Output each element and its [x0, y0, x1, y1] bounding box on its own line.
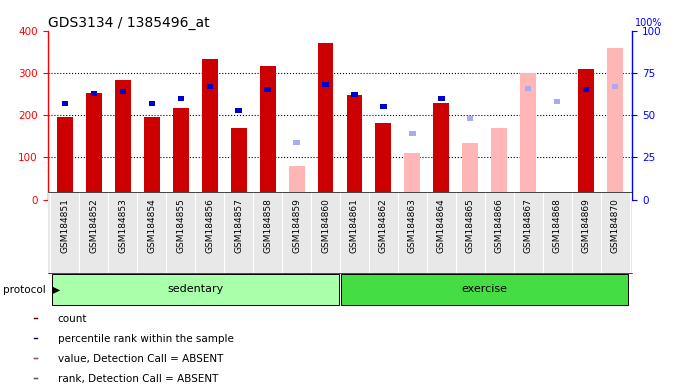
- Bar: [177, 96, 184, 101]
- Bar: [525, 86, 531, 91]
- Bar: [265, 87, 271, 93]
- Bar: [405, 153, 420, 200]
- Bar: [612, 84, 618, 89]
- Bar: [86, 93, 102, 200]
- Bar: [57, 117, 73, 200]
- Text: GSM184861: GSM184861: [350, 199, 359, 253]
- Bar: [115, 80, 131, 200]
- Bar: [433, 103, 449, 200]
- Bar: [347, 95, 362, 200]
- Bar: [231, 128, 247, 200]
- Bar: [202, 60, 218, 200]
- Text: GSM184859: GSM184859: [292, 199, 301, 253]
- Bar: [293, 140, 300, 145]
- Bar: [380, 104, 387, 109]
- Bar: [409, 131, 415, 136]
- Text: value, Detection Call = ABSENT: value, Detection Call = ABSENT: [58, 354, 223, 364]
- Bar: [438, 96, 445, 101]
- Bar: [144, 117, 160, 200]
- Bar: [375, 123, 392, 200]
- Text: exercise: exercise: [462, 284, 508, 294]
- Text: GSM184870: GSM184870: [611, 199, 619, 253]
- Text: GSM184860: GSM184860: [321, 199, 330, 253]
- Bar: [318, 43, 333, 200]
- Text: GSM184856: GSM184856: [205, 199, 214, 253]
- Bar: [62, 101, 68, 106]
- Bar: [491, 128, 507, 200]
- Bar: [34, 318, 39, 319]
- Bar: [235, 108, 242, 113]
- Bar: [352, 93, 358, 98]
- Bar: [520, 73, 536, 200]
- Text: GSM184864: GSM184864: [437, 199, 446, 253]
- Text: GSM184867: GSM184867: [524, 199, 532, 253]
- Bar: [467, 116, 473, 121]
- Text: GSM184863: GSM184863: [408, 199, 417, 253]
- Text: GDS3134 / 1385496_at: GDS3134 / 1385496_at: [48, 16, 209, 30]
- Bar: [462, 143, 478, 200]
- Bar: [578, 69, 594, 200]
- Text: GSM184851: GSM184851: [61, 199, 69, 253]
- Bar: [260, 66, 275, 200]
- Text: GSM184855: GSM184855: [176, 199, 185, 253]
- FancyBboxPatch shape: [52, 274, 339, 306]
- Text: GSM184852: GSM184852: [90, 199, 99, 253]
- Text: percentile rank within the sample: percentile rank within the sample: [58, 334, 234, 344]
- Text: sedentary: sedentary: [167, 284, 223, 294]
- Bar: [322, 82, 328, 87]
- Bar: [34, 338, 39, 339]
- Bar: [173, 108, 189, 200]
- Text: GSM184868: GSM184868: [553, 199, 562, 253]
- Text: rank, Detection Call = ABSENT: rank, Detection Call = ABSENT: [58, 374, 218, 384]
- Bar: [90, 91, 97, 96]
- Text: GSM184865: GSM184865: [466, 199, 475, 253]
- Bar: [583, 87, 590, 93]
- Text: GSM184858: GSM184858: [263, 199, 272, 253]
- Bar: [607, 48, 623, 200]
- Bar: [34, 358, 39, 359]
- Text: GSM184857: GSM184857: [234, 199, 243, 253]
- Bar: [288, 166, 305, 200]
- Bar: [149, 101, 155, 106]
- FancyBboxPatch shape: [341, 274, 628, 306]
- Text: GSM184869: GSM184869: [581, 199, 590, 253]
- Text: count: count: [58, 314, 87, 324]
- Bar: [207, 84, 213, 89]
- Text: GSM184866: GSM184866: [495, 199, 504, 253]
- Text: GSM184853: GSM184853: [118, 199, 127, 253]
- Text: GSM184862: GSM184862: [379, 199, 388, 253]
- Text: GSM184854: GSM184854: [148, 199, 156, 253]
- Bar: [34, 378, 39, 379]
- Bar: [554, 99, 560, 104]
- Text: protocol  ▶: protocol ▶: [3, 285, 61, 295]
- Bar: [120, 89, 126, 94]
- Text: 100%: 100%: [635, 18, 663, 28]
